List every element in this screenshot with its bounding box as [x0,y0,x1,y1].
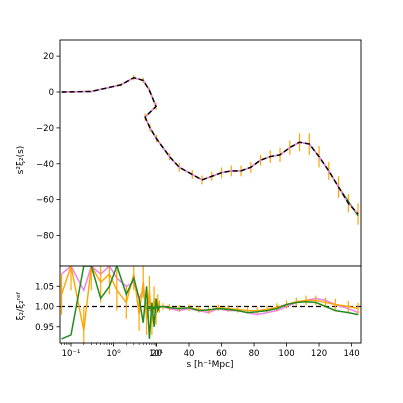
top-series-2-line [61,76,359,215]
y-tick-label: −60 [36,196,54,206]
plot-area [60,40,361,266]
ratio-y-axis-label: ξ₂/ξ₂ʳᵉᶠ [16,291,26,320]
x-tick-label: 120 [311,349,327,359]
x-tick-label: 80 [249,349,260,359]
y-tick-label: 1.00 [35,303,54,313]
x-tick-label: 10¹ [149,349,163,359]
x-tick-label: 60 [216,349,227,359]
y-tick-label: 0 [49,88,54,98]
x-tick-label: 10⁻¹ [62,349,81,359]
y-tick-label: 0.95 [35,323,54,333]
top-panel: −80 −60 −40 −20 0 20 [36,39,362,270]
y-tick-label: −40 [36,160,54,170]
x-tick-label: 20 [151,349,162,359]
y-tick-label: −20 [36,124,54,134]
x-tick-label: 100 [278,349,294,359]
x-tick-label: 140 [343,349,359,359]
y-tick-label: −80 [36,232,54,242]
x-tick-label: 10⁰ [106,349,121,359]
plot-area [60,266,361,343]
x-axis-label: s [h⁻¹Mpc] [186,360,233,370]
series-group [61,74,359,225]
bottom-series-2-line [61,266,359,340]
bottom-frame [59,265,362,344]
series-group [60,266,361,343]
x-tick-label: 40 [184,349,195,359]
y-tick-label: 1.05 [35,282,54,292]
top-y-axis-label: s²ξ₂(s) [16,146,26,175]
y-tick-label: 20 [43,52,54,62]
